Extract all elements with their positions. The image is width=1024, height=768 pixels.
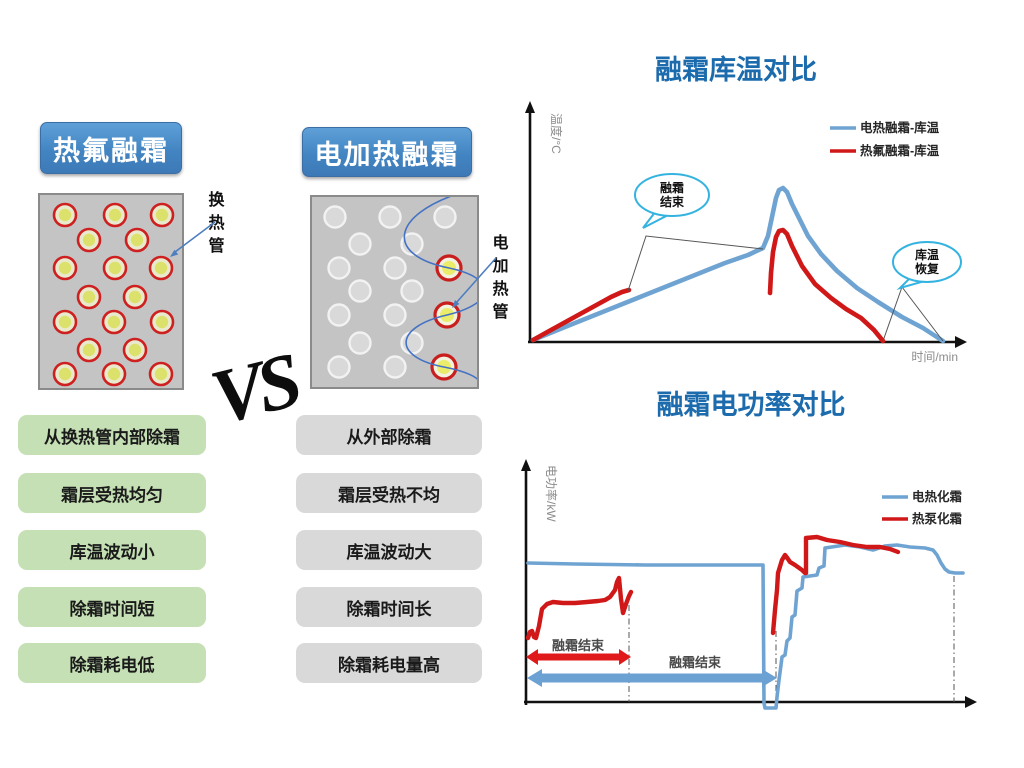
tube-core (58, 208, 72, 222)
tube-core (154, 261, 168, 275)
chart1-ylabel: 温度/°C (549, 113, 564, 154)
callout1-line2: 结束 (660, 194, 685, 209)
tube-core (107, 315, 121, 329)
tube-core (82, 290, 96, 304)
chart1-xlabel: 时间/min (911, 350, 958, 364)
legend1-label-red: 热氟融霜-库温 (860, 143, 940, 158)
series-hotgas-temp-a (530, 287, 632, 343)
series-electric-temp (530, 185, 946, 344)
right-feature-5: 除霜耗电量高 (296, 643, 482, 683)
plain-tube (327, 303, 351, 327)
left-feature-5: 除霜耗电低 (18, 643, 206, 683)
legend2-label-red: 热泵化霜 (912, 511, 962, 526)
right-method-title: 电加热融霜 (302, 127, 472, 177)
callout1-line1: 融霜 (660, 180, 684, 195)
chart1-legend: 电热融霜-库温 热氟融霜-库温 (830, 120, 940, 158)
chart2-legend: 电热化霜 热泵化霜 (882, 489, 962, 526)
electric-span-label: 融霜结束 (669, 655, 722, 670)
left-feature-3: 库温波动小 (18, 530, 206, 570)
series-heatpump-power-a (525, 575, 634, 641)
legend1-label-blue: 电热融霜-库温 (860, 120, 940, 135)
tube-core (108, 208, 122, 222)
plain-tube (383, 256, 407, 280)
series-electric-power (526, 543, 965, 710)
plain-tube (383, 355, 407, 379)
chart2-title: 融霜电功率对比 (656, 390, 846, 420)
tube-core (128, 343, 142, 357)
plain-tube (383, 303, 407, 327)
plain-tube (433, 205, 457, 229)
chart2-ylabel: 电功率/kW (544, 465, 559, 522)
chart-power: 电功率/kW 融霜结束 融霜结束 电热化霜 热泵化霜 (521, 459, 977, 710)
electric-tube-label: 电加热管 (492, 235, 509, 321)
callout2-line1: 库温 (915, 247, 939, 262)
right-feature-3: 库温波动大 (296, 530, 482, 570)
left-feature-2: 霜层受热均匀 (18, 473, 206, 513)
series-heatpump-power-b (770, 534, 901, 636)
series-hotgas-temp-b (767, 227, 886, 344)
chart-temperature: 温度/°C 时间/min 融霜 结束 库温 恢复 电热融霜-库温 热氟融霜-库温 (525, 101, 967, 364)
tube-core (58, 261, 72, 275)
tube-core (128, 290, 142, 304)
tube-core (130, 233, 144, 247)
heatpump-span-label: 融霜结束 (552, 638, 605, 653)
electric-defrost-span-arrow: 融霜结束 (527, 655, 777, 687)
callout2-line2: 恢复 (915, 261, 940, 276)
plain-tube (400, 279, 424, 303)
tube-core (82, 233, 96, 247)
left-method-title: 热氟融霜 (40, 122, 182, 174)
plain-tube (348, 232, 372, 256)
electric-tube-path (403, 197, 477, 380)
right-feature-2: 霜层受热不均 (296, 473, 482, 513)
plain-tube (327, 256, 351, 280)
chart1-title: 融霜库温对比 (655, 55, 817, 85)
chart1-axes: 温度/°C 时间/min (525, 101, 967, 364)
tube-core (58, 315, 72, 329)
left-coil-diagram (38, 193, 184, 390)
tube-core (107, 367, 121, 381)
heatpump-defrost-span-arrow: 融霜结束 (526, 638, 631, 665)
plain-tube (348, 331, 372, 355)
plain-tube (323, 205, 347, 229)
callout-temp-recovery: 库温 恢复 (882, 241, 962, 342)
left-feature-4: 除霜时间短 (18, 587, 206, 627)
tube-core (108, 261, 122, 275)
vs-mark: VS (202, 336, 305, 441)
legend2-label-blue: 电热化霜 (912, 489, 962, 504)
tube-core (58, 367, 72, 381)
plain-tube (327, 355, 351, 379)
tube-core (82, 343, 96, 357)
tube-core (155, 208, 169, 222)
plain-tube (400, 232, 424, 256)
plain-tube (400, 331, 424, 355)
tube-label: 换热管 (208, 192, 225, 255)
left-feature-1: 从换热管内部除霜 (18, 415, 206, 455)
right-feature-4: 除霜时间长 (296, 587, 482, 627)
right-feature-1: 从外部除霜 (296, 415, 482, 455)
tube-core (154, 367, 168, 381)
right-coil-diagram (310, 195, 479, 389)
chart2-axes: 电功率/kW (521, 459, 977, 708)
plain-tube (348, 279, 372, 303)
callout-defrost-end: 融霜 结束 (627, 173, 764, 292)
tube-core (155, 315, 169, 329)
plain-tube (378, 205, 402, 229)
